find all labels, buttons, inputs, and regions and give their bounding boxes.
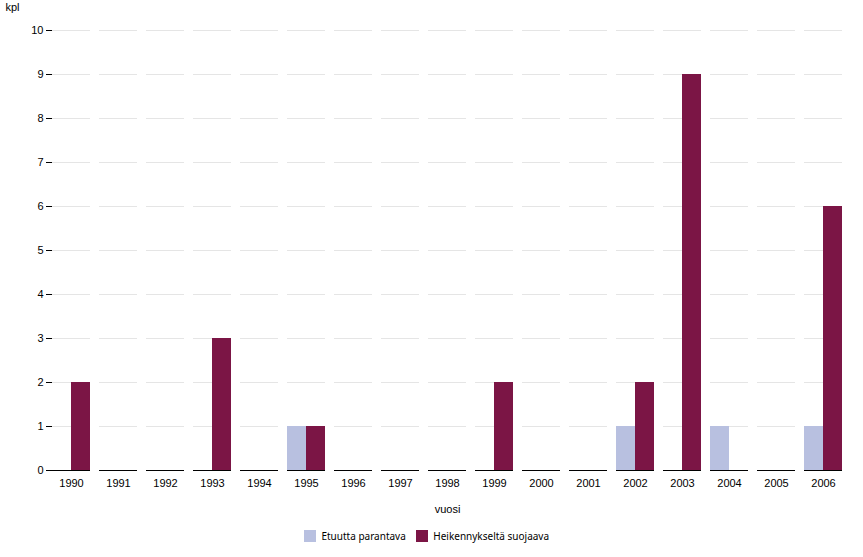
svg-text:10: 10 xyxy=(31,24,43,36)
svg-text:0: 0 xyxy=(37,464,43,476)
svg-text:2004: 2004 xyxy=(717,477,741,489)
svg-text:kpl: kpl xyxy=(6,1,20,13)
svg-text:1999: 1999 xyxy=(482,477,506,489)
svg-text:1: 1 xyxy=(37,420,43,432)
svg-text:1995: 1995 xyxy=(294,477,318,489)
svg-text:7: 7 xyxy=(37,156,43,168)
svg-text:9: 9 xyxy=(37,68,43,80)
svg-text:3: 3 xyxy=(37,332,43,344)
svg-text:1997: 1997 xyxy=(388,477,412,489)
svg-text:4: 4 xyxy=(37,288,43,300)
html-text:Etuutta parantava: Etuutta parantava xyxy=(321,528,406,543)
svg-text:vuosi: vuosi xyxy=(435,503,461,515)
svg-text:2003: 2003 xyxy=(670,477,694,489)
svg-text:1994: 1994 xyxy=(247,477,271,489)
svg-text:2002: 2002 xyxy=(623,477,647,489)
svg-text:1998: 1998 xyxy=(435,477,459,489)
svg-text:2: 2 xyxy=(37,376,43,388)
svg-text:2005: 2005 xyxy=(764,477,788,489)
svg-text:6: 6 xyxy=(37,200,43,212)
svg-text:5: 5 xyxy=(37,244,43,256)
svg-text:1990: 1990 xyxy=(59,477,83,489)
svg-text:1992: 1992 xyxy=(153,477,177,489)
html-text:Heikennykseltä suojaava: Heikennykseltä suojaava xyxy=(433,528,549,543)
svg-text:1993: 1993 xyxy=(200,477,224,489)
svg-text:2000: 2000 xyxy=(529,477,553,489)
svg-text:2006: 2006 xyxy=(811,477,835,489)
svg-text:8: 8 xyxy=(37,112,43,124)
svg-text:2001: 2001 xyxy=(576,477,600,489)
svg-text:1996: 1996 xyxy=(341,477,365,489)
svg-text:1991: 1991 xyxy=(106,477,130,489)
